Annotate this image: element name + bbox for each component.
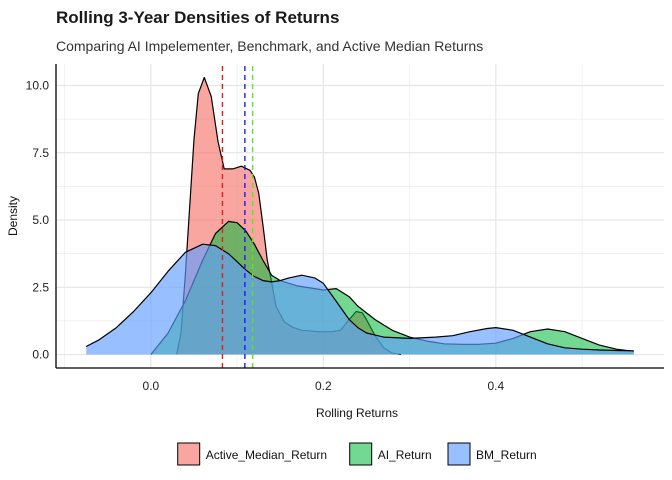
density-outline-BM_Return [85, 243, 634, 352]
density-areas [85, 76, 634, 356]
y-tick-label-1: 2.5 [32, 280, 49, 294]
legend: Active_Median_Return AI_Return BM_Return [177, 442, 537, 466]
legend-key-AI_Return [349, 442, 373, 466]
legend-item-Active_Median_Return: Active_Median_Return [177, 442, 327, 466]
density-area-BM_Return [86, 244, 634, 355]
x-axis-label: Rolling Returns [316, 406, 398, 420]
y-tick-label-2: 5.0 [32, 213, 49, 227]
legend-item-AI_Return: AI_Return [349, 442, 432, 466]
legend-label-BM_Return: BM_Return [476, 448, 537, 462]
chart-subtitle: Comparing AI Impelementer, Benchmark, an… [56, 38, 483, 54]
x-tick-label-1: 0.2 [315, 379, 332, 393]
legend-label-Active_Median_Return: Active_Median_Return [206, 448, 327, 462]
y-tick-label-4: 10.0 [26, 79, 50, 93]
y-tick-labels: 0.0 2.5 5.0 7.5 10.0 [26, 79, 50, 362]
legend-item-BM_Return: BM_Return [447, 442, 537, 466]
chart-title: Rolling 3-Year Densities of Returns [56, 8, 339, 27]
x-tick-label-2: 0.4 [487, 379, 504, 393]
y-tick-label-0: 0.0 [32, 348, 49, 362]
x-tick-label-0: 0.0 [143, 379, 160, 393]
density-outline-AI_Return [150, 220, 634, 355]
x-tick-labels: 0.0 0.2 0.4 [143, 379, 505, 393]
legend-key-BM_Return [447, 442, 471, 466]
legend-key-Active_Median_Return [177, 442, 201, 466]
y-tick-label-3: 7.5 [32, 146, 49, 160]
legend-label-AI_Return: AI_Return [378, 448, 432, 462]
y-axis-label: Density [6, 196, 20, 236]
